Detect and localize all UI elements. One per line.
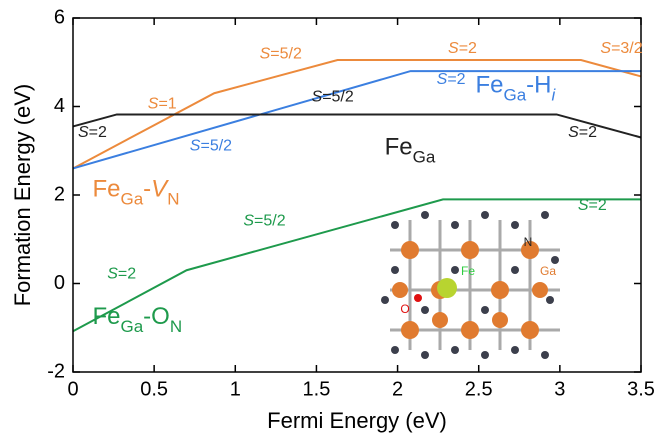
spin-annotation-part: S — [243, 213, 254, 230]
spin-annotation: S=5/2 — [260, 46, 302, 63]
spin-annotation-part: =1 — [158, 96, 176, 113]
spin-annotation-part: =2 — [118, 266, 136, 283]
spin-annotation-part: =5/2 — [254, 213, 286, 230]
x-tick-label: 2 — [392, 378, 403, 400]
series-label-part: Fe — [92, 176, 120, 203]
y-tick-label: -2 — [47, 360, 65, 382]
spin-annotation-part: S — [312, 89, 323, 106]
series-label-part: i — [551, 86, 556, 105]
spin-annotation: S=5/2 — [312, 89, 354, 106]
spin-annotation-part: =2 — [89, 124, 107, 141]
spin-annotation: S=2 — [578, 197, 607, 214]
y-tick-label: 0 — [54, 272, 65, 294]
spin-annotation-part: S — [437, 71, 448, 88]
x-tick-label: 3.5 — [627, 378, 655, 400]
x-tick-label: 0 — [67, 378, 78, 400]
inset-label: Fe — [461, 264, 475, 278]
series-label-part: - — [143, 176, 151, 203]
spin-annotation: S=3/2 — [600, 40, 642, 57]
spin-annotation-part: S — [578, 197, 589, 214]
spin-annotation-part: S — [190, 138, 201, 155]
x-tick-label: 1.5 — [303, 378, 331, 400]
spin-annotation: S=5/2 — [243, 213, 285, 230]
page: {"chart_data":{"type":"line","x_label":"… — [0, 0, 661, 443]
spin-annotation: S=2 — [568, 124, 597, 141]
series-label-part: -H — [526, 72, 551, 99]
series-label: FeGa-Hi — [475, 72, 556, 105]
series-label-part: Fe — [385, 134, 413, 161]
inset-structure — [381, 211, 560, 359]
spin-annotation: S=2 — [107, 266, 136, 283]
spin-annotation: S=2 — [437, 71, 466, 88]
spin-annotation: S=5/2 — [190, 138, 232, 155]
y-tick-label: 2 — [54, 183, 65, 205]
spin-annotation-part: S — [78, 124, 89, 141]
y-axis-label: Formation Energy (eV) — [10, 84, 35, 307]
chart: 00.511.522.533.5-20246Fermi Energy (eV)F… — [0, 0, 661, 443]
spin-annotation-part: S — [448, 40, 459, 57]
spin-annotation: S=2 — [448, 40, 477, 57]
spin-annotation-part: =2 — [447, 71, 465, 88]
y-tick-label: 6 — [54, 6, 65, 28]
inset-label: N — [524, 235, 533, 249]
inset-label: O — [400, 302, 409, 316]
series-label-part: Ga — [413, 148, 436, 167]
x-tick-label: 2.5 — [465, 378, 493, 400]
spin-annotation-part: =5/2 — [270, 46, 302, 63]
series-label-part: N — [170, 317, 182, 336]
y-tick-label: 4 — [54, 95, 65, 117]
spin-annotation-part: =2 — [589, 197, 607, 214]
series-label-part: N — [167, 190, 179, 209]
spin-annotation-part: =5/2 — [200, 138, 232, 155]
spin-annotation-part: =5/2 — [322, 89, 354, 106]
x-tick-label: 3 — [554, 378, 565, 400]
series-line — [73, 114, 641, 137]
spin-annotation-part: S — [148, 96, 159, 113]
spin-annotation-part: =3/2 — [611, 40, 643, 57]
series-line — [73, 71, 641, 168]
series-label-part: Ga — [120, 317, 143, 336]
series-label-part: Fe — [475, 72, 503, 99]
series-label-part: Fe — [92, 303, 120, 330]
spin-annotation-part: S — [260, 46, 271, 63]
spin-annotation-part: S — [107, 266, 118, 283]
x-tick-label: 1 — [230, 378, 241, 400]
spin-annotation: S=1 — [148, 96, 177, 113]
spin-annotation-part: S — [600, 40, 611, 57]
inset-label: Ga — [540, 264, 556, 278]
spin-annotation-part: S — [568, 124, 579, 141]
series-label-part: Ga — [120, 190, 143, 209]
series-label-part: Ga — [503, 86, 526, 105]
spin-annotation-part: =2 — [459, 40, 477, 57]
series-label: FeGa — [385, 134, 436, 167]
spin-annotation: S=2 — [78, 124, 107, 141]
x-axis-label: Fermi Energy (eV) — [267, 408, 447, 433]
spin-annotation-part: =2 — [579, 124, 597, 141]
series-label: FeGa-VN — [92, 176, 179, 209]
series-label: FeGa-ON — [92, 303, 182, 336]
x-tick-label: 0.5 — [140, 378, 168, 400]
series-label-part: -O — [143, 303, 170, 330]
